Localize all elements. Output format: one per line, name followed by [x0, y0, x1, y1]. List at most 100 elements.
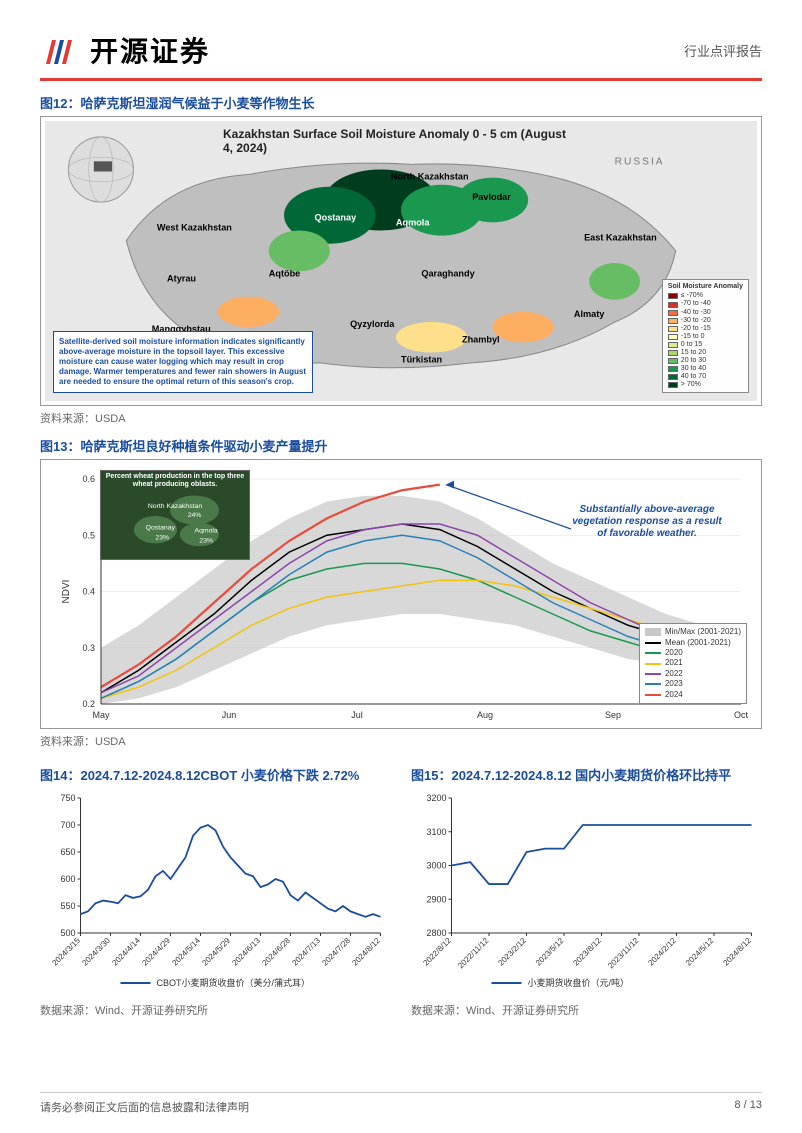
legend-row: -15 to 0 — [668, 333, 743, 341]
svg-text:North Kazakhstan: North Kazakhstan — [148, 503, 202, 510]
legend-label: -20 to -15 — [681, 325, 711, 333]
svg-text:Pavlodar: Pavlodar — [472, 192, 511, 202]
svg-text:Aug: Aug — [477, 710, 493, 720]
svg-text:CBOT小麦期货收盘价（美分/蒲式耳）: CBOT小麦期货收盘价（美分/蒲式耳） — [157, 977, 311, 988]
svg-text:Jun: Jun — [222, 710, 237, 720]
legend-row: 40 to 70 — [668, 373, 743, 381]
svg-text:2024/5/14: 2024/5/14 — [170, 936, 202, 968]
svg-text:3100: 3100 — [426, 827, 446, 837]
svg-text:700: 700 — [60, 820, 75, 830]
footer-disclaimer: 请务必参阅正文后面的信息披露和法律声明 — [40, 1099, 249, 1115]
svg-text:小麦期货收盘价（元/吨）: 小麦期货收盘价（元/吨） — [528, 977, 630, 988]
legend-label: -30 to -20 — [681, 317, 711, 325]
legend-row: 2023 — [645, 679, 741, 689]
fig13-inset-map: Percent wheat production in the top thre… — [100, 470, 250, 560]
legend-swatch — [645, 673, 661, 675]
svg-text:2900: 2900 — [426, 894, 446, 904]
fig14-col: 图14：2024.7.12-2024.8.12CBOT 小麦价格下跌 2.72%… — [40, 759, 391, 1028]
svg-text:North Kazakhstan: North Kazakhstan — [391, 172, 469, 182]
svg-text:West Kazakhstan: West Kazakhstan — [157, 222, 232, 232]
svg-text:0.2: 0.2 — [82, 699, 95, 709]
svg-text:0.3: 0.3 — [82, 643, 95, 653]
legend-swatch — [645, 663, 661, 665]
fig15-title: 图15：2024.7.12-2024.8.12 国内小麦期货价格环比持平 — [411, 765, 762, 784]
legend-row: 2022 — [645, 669, 741, 679]
svg-text:2024/2/12: 2024/2/12 — [646, 936, 678, 968]
svg-text:2024/6/13: 2024/6/13 — [230, 936, 262, 968]
svg-text:650: 650 — [60, 847, 75, 857]
svg-text:600: 600 — [60, 874, 75, 884]
svg-text:Aqmola: Aqmola — [396, 217, 430, 227]
svg-text:2024/7/28: 2024/7/28 — [320, 936, 352, 968]
legend-label: ≤ -70% — [681, 292, 703, 300]
legend-label: -70 to -40 — [681, 300, 711, 308]
fig12-legend-title: Soil Moisture Anomaly — [668, 283, 743, 290]
svg-text:2024/4/14: 2024/4/14 — [110, 936, 142, 968]
legend-swatch — [645, 642, 661, 644]
svg-text:Qaraghandy: Qaraghandy — [421, 268, 475, 278]
legend-row: 0 to 15 — [668, 341, 743, 349]
legend-row: -20 to -15 — [668, 325, 743, 333]
fig15-chart: 280029003000310032002022/8/122022/11/122… — [411, 788, 762, 998]
fig12-source: 资料来源：USDA — [40, 410, 762, 426]
legend-label: 2023 — [665, 679, 683, 689]
legend-row: 15 to 20 — [668, 349, 743, 357]
legend-swatch — [668, 293, 678, 299]
legend-swatch — [668, 342, 678, 348]
legend-swatch — [668, 334, 678, 340]
fig12-callout: Satellite-derived soil moisture informat… — [53, 331, 313, 393]
legend-label: -40 to -30 — [681, 309, 711, 317]
fig15-col: 图15：2024.7.12-2024.8.12 国内小麦期货价格环比持平 280… — [411, 759, 762, 1028]
svg-text:2023/11/12: 2023/11/12 — [606, 936, 641, 971]
svg-text:Qyzylorda: Qyzylorda — [350, 319, 395, 329]
svg-text:3000: 3000 — [426, 861, 446, 871]
legend-swatch — [645, 694, 661, 696]
page-header: 开源证券 行业点评报告 — [40, 30, 762, 81]
fig13-title: 图13：哈萨克斯坦良好种植条件驱动小麦产量提升 — [40, 436, 762, 455]
legend-swatch — [668, 310, 678, 316]
svg-text:2023/5/12: 2023/5/12 — [534, 936, 566, 968]
fig14-title: 图14：2024.7.12-2024.8.12CBOT 小麦价格下跌 2.72% — [40, 765, 391, 784]
legend-label: 0 to 15 — [681, 341, 702, 349]
legend-swatch — [668, 382, 678, 388]
fig13-legend: Min/Max (2001-2021)Mean (2001-2021)20202… — [639, 623, 747, 704]
legend-row: Min/Max (2001-2021) — [645, 627, 741, 637]
svg-text:0.5: 0.5 — [82, 530, 95, 540]
logo-area: 开源证券 — [40, 30, 210, 70]
legend-swatch — [668, 350, 678, 356]
legend-row: 2024 — [645, 690, 741, 700]
fig15-source: 数据来源：Wind、开源证券研究所 — [411, 1002, 762, 1018]
fig12-box: Kazakhstan Surface Soil Moisture Anomaly… — [40, 116, 762, 406]
fig12-title: 图12：哈萨克斯坦湿润气候益于小麦等作物生长 — [40, 93, 762, 112]
svg-text:2800: 2800 — [426, 928, 446, 938]
legend-label: 2020 — [665, 648, 683, 658]
svg-text:0.6: 0.6 — [82, 474, 95, 484]
legend-row: ≤ -70% — [668, 292, 743, 300]
legend-label: 30 to 40 — [681, 365, 706, 373]
fig14-source: 数据来源：Wind、开源证券研究所 — [40, 1002, 391, 1018]
svg-text:23%: 23% — [199, 537, 213, 544]
legend-swatch — [668, 366, 678, 372]
legend-row: -70 to -40 — [668, 300, 743, 308]
svg-text:24%: 24% — [188, 512, 202, 519]
legend-row: 2020 — [645, 648, 741, 658]
legend-swatch — [645, 652, 661, 654]
fig13-box: 0.20.30.40.50.6MayJunJulAugSepOctNDVI Pe… — [40, 459, 762, 729]
legend-swatch — [668, 302, 678, 308]
svg-text:Qostanay: Qostanay — [146, 525, 176, 532]
bottom-row: 图14：2024.7.12-2024.8.12CBOT 小麦价格下跌 2.72%… — [40, 759, 762, 1028]
svg-text:RUSSIA: RUSSIA — [615, 156, 665, 167]
legend-row: > 70% — [668, 381, 743, 389]
legend-label: 2024 — [665, 690, 683, 700]
page-root: 开源证券 行业点评报告 图12：哈萨克斯坦湿润气候益于小麦等作物生长 Kazak… — [0, 0, 802, 1133]
legend-label: 2022 — [665, 669, 683, 679]
svg-text:NDVI: NDVI — [61, 580, 72, 604]
legend-label: > 70% — [681, 381, 701, 389]
svg-text:Jul: Jul — [351, 710, 363, 720]
fig12-legend: Soil Moisture Anomaly ≤ -70%-70 to -40-4… — [662, 279, 749, 393]
svg-text:2024/6/28: 2024/6/28 — [260, 936, 292, 968]
svg-text:0.4: 0.4 — [82, 587, 95, 597]
legend-label: 20 to 30 — [681, 357, 706, 365]
legend-label: 2021 — [665, 658, 683, 668]
svg-text:23%: 23% — [155, 534, 169, 541]
